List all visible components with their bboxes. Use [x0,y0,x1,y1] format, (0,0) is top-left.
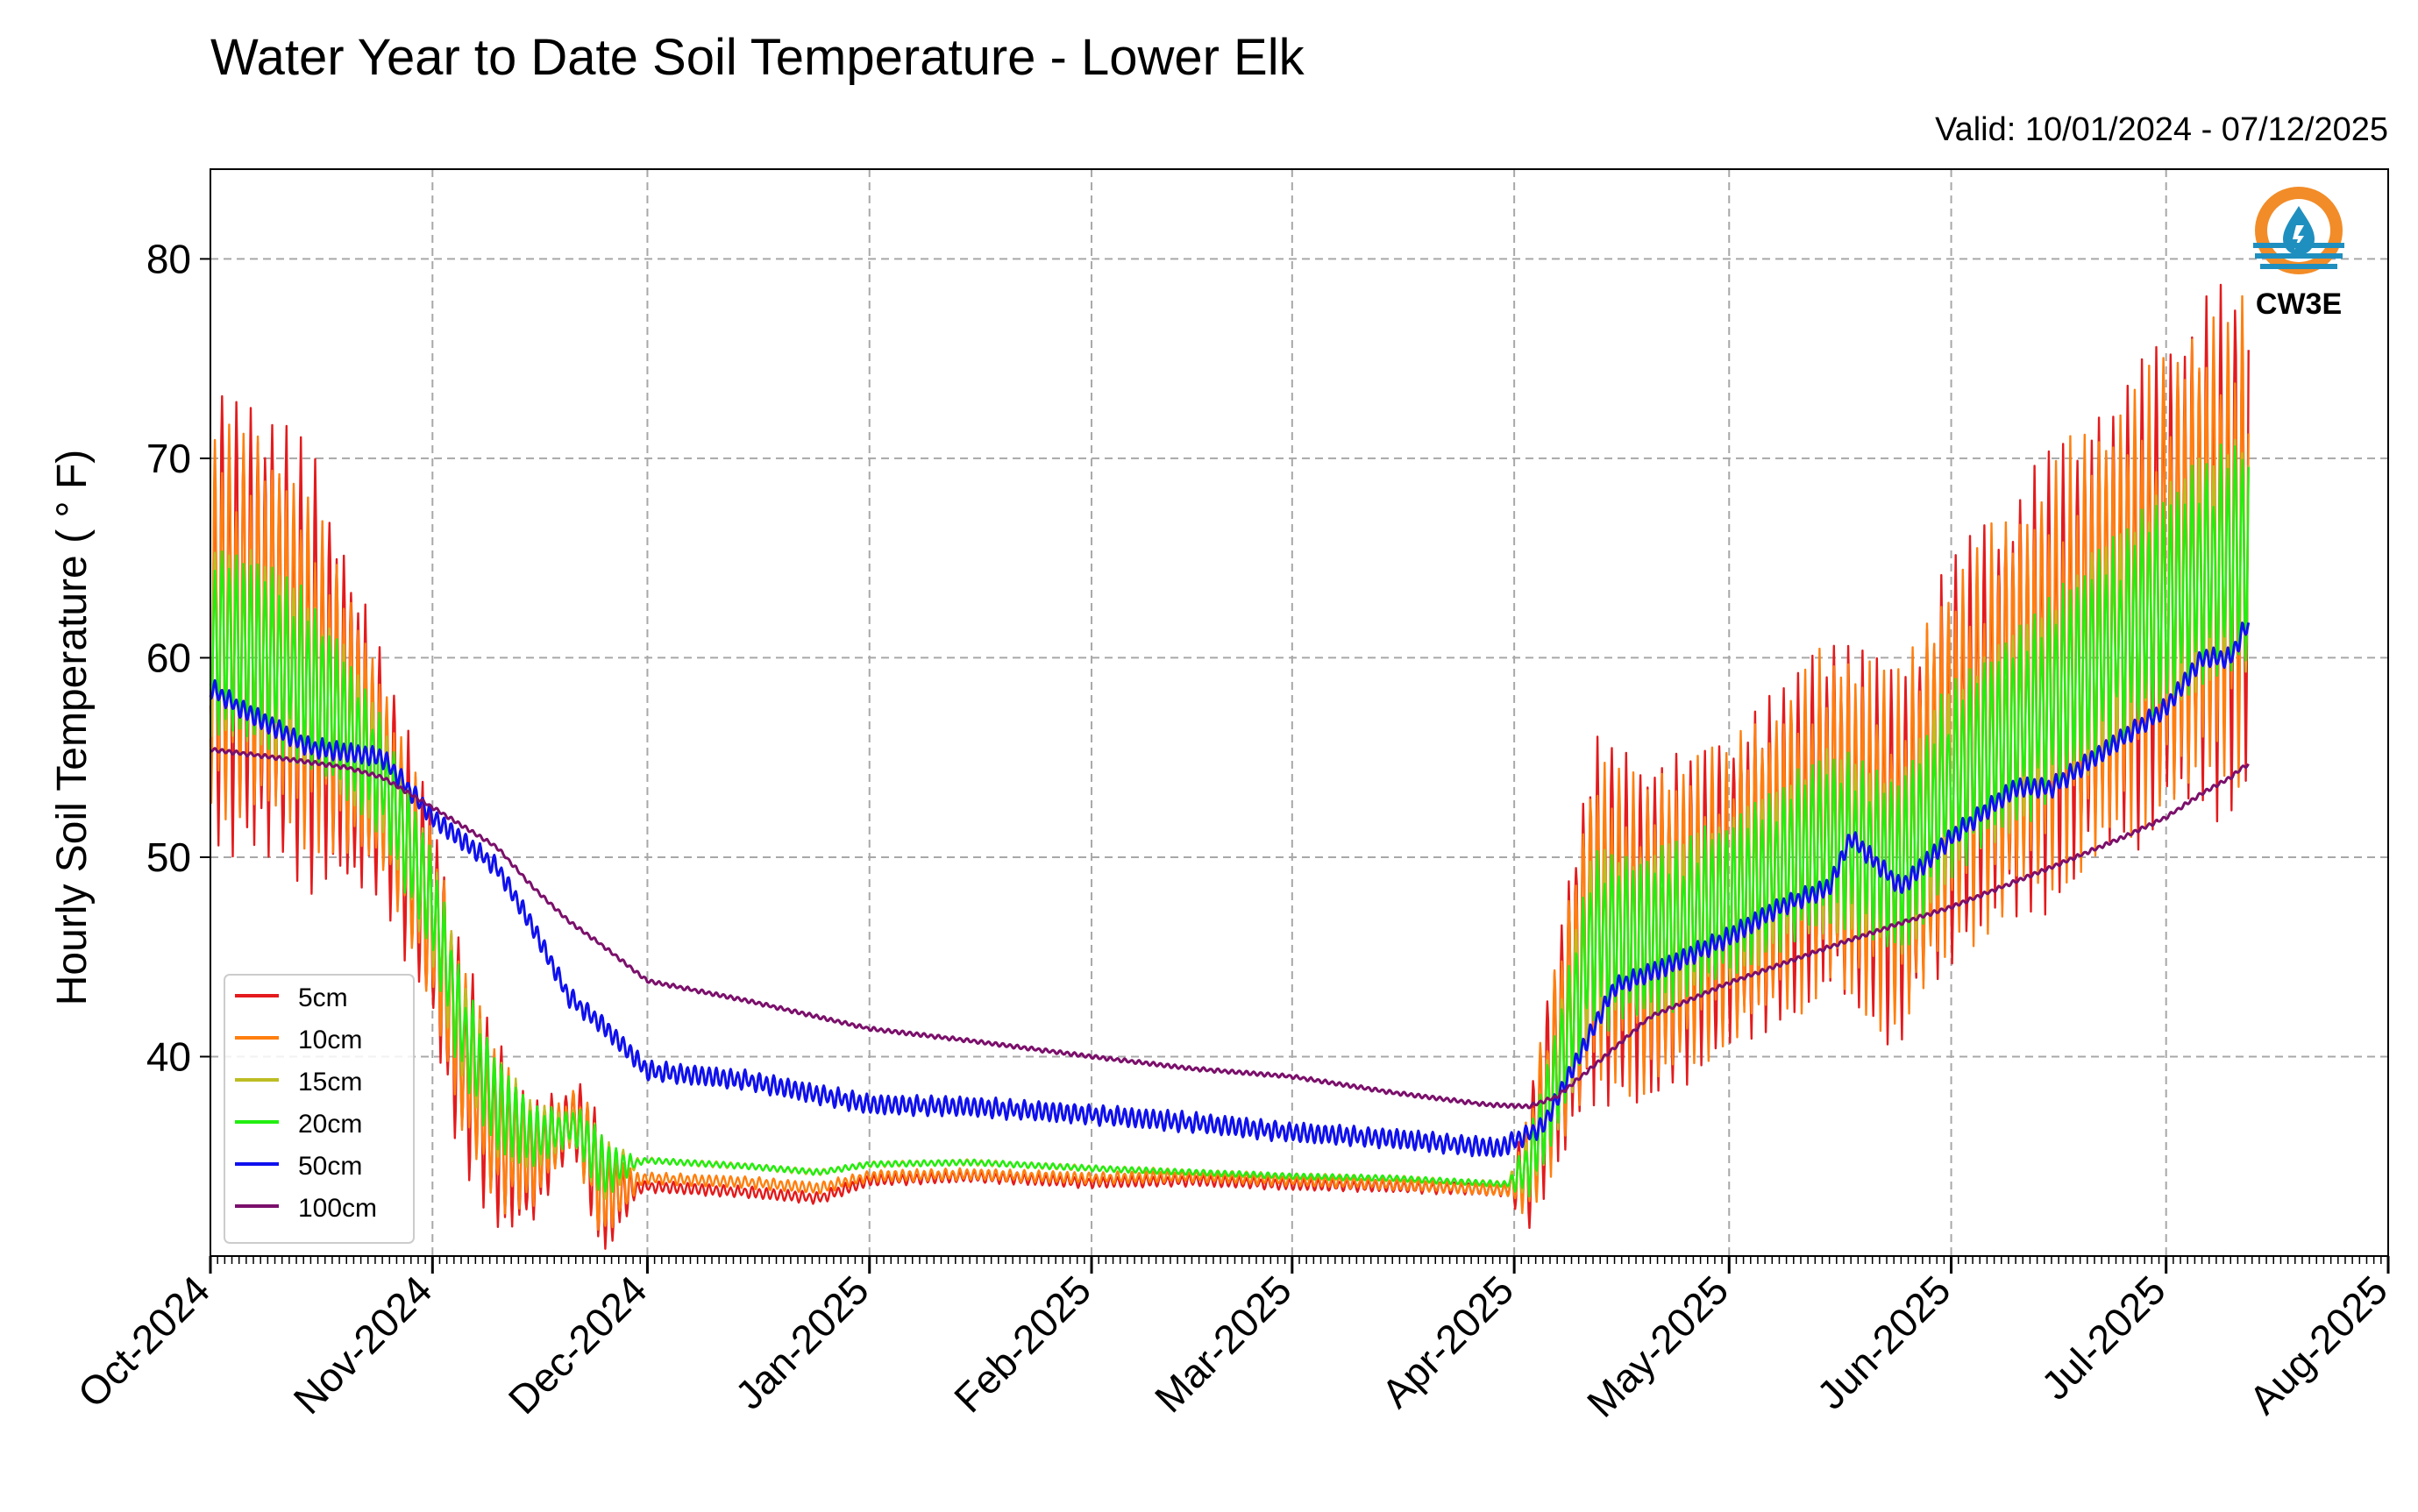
legend-frame [224,974,415,1244]
chart-title: Water Year to Date Soil Temperature - Lo… [210,29,1305,86]
series-line-100cm [210,747,2250,1110]
legend-label-50cm: 50cm [298,1152,362,1181]
cw3e-logo-icon: CW3E [2253,187,2344,321]
legend-label-15cm: 15cm [298,1068,362,1097]
legend-label-20cm: 20cm [298,1110,362,1139]
legend-label-10cm: 10cm [298,1026,362,1054]
chart-subtitle: Valid: 10/01/2024 - 07/12/2025 [1935,111,2388,148]
y-axis-label: Hourly Soil Temperature ( ° F) [49,450,96,1006]
logo-label: CW3E [2256,287,2342,321]
legend: 5cm 10cm 15cm 20cm 50cm 100cm [224,974,415,1244]
series-line-50cm [209,621,2251,1158]
series-lines [209,283,2251,1250]
y-tick-label: 40 [146,1033,191,1079]
legend-label-100cm: 100cm [298,1194,377,1223]
y-tick-label: 80 [146,236,191,281]
y-tick-label: 70 [146,436,191,481]
y-tick-label: 50 [146,834,191,880]
y-tick-label: 60 [146,635,191,680]
series-line-20cm [209,444,2250,1198]
legend-label-5cm: 5cm [298,983,348,1012]
